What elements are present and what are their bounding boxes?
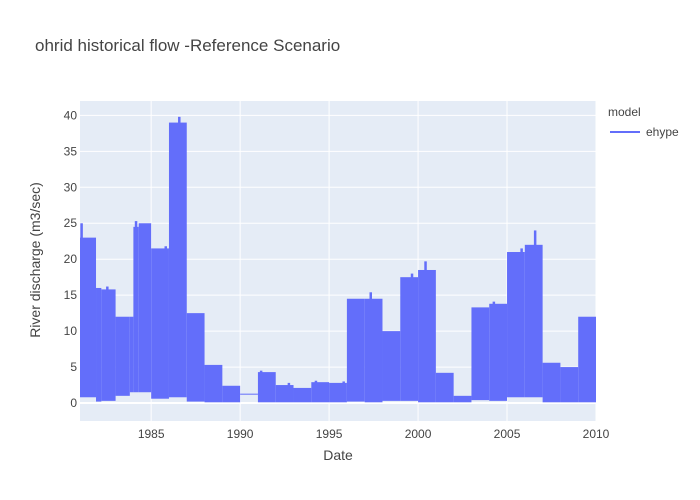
series-band	[578, 316, 596, 403]
series-band	[435, 372, 454, 403]
x-tick-label: 1985	[138, 427, 165, 441]
y-tick-label: 5	[70, 360, 77, 374]
series-band	[311, 382, 330, 403]
x-tick-label: 1995	[316, 427, 343, 441]
y-tick-label: 30	[64, 180, 78, 194]
series-band	[80, 237, 97, 398]
y-tick-label: 0	[70, 396, 77, 410]
series-band	[542, 362, 561, 403]
series-band	[129, 316, 134, 393]
y-axis-title: River discharge (m3/sec)	[27, 182, 43, 338]
series-band	[115, 316, 130, 396]
x-axis-ticks: 1985 1990 1995 2000 2005 2010	[138, 427, 610, 441]
y-tick-label: 35	[64, 144, 78, 158]
x-tick-label: 1990	[227, 427, 254, 441]
series-band	[453, 395, 472, 403]
series-band	[489, 303, 508, 401]
series-band	[222, 385, 241, 403]
series-band	[346, 298, 365, 402]
series-band	[382, 331, 401, 401]
series-band	[133, 226, 139, 393]
series-band	[138, 223, 152, 393]
x-axis-title: Date	[323, 447, 353, 463]
x-tick-label: 2005	[494, 427, 521, 441]
series-ehype	[80, 116, 596, 403]
x-tick-label: 2010	[583, 427, 610, 441]
series-band	[240, 393, 258, 395]
legend-item-ehype[interactable]: ehype	[646, 125, 679, 139]
legend: model ehype	[608, 105, 679, 139]
chart-title: ohrid historical flow -Reference Scenari…	[35, 36, 340, 55]
y-tick-label: 25	[64, 216, 78, 230]
y-axis-ticks: 0 5 10 15 20 25 30 35 40	[64, 108, 78, 410]
series-band	[418, 269, 436, 403]
y-tick-label: 20	[64, 252, 78, 266]
series-band	[364, 298, 383, 403]
series-band	[400, 277, 419, 401]
y-tick-label: 10	[64, 324, 78, 338]
series-band	[204, 364, 223, 403]
series-band	[524, 244, 543, 398]
series-band	[507, 252, 525, 398]
series-band	[329, 382, 347, 403]
x-tick-label: 2000	[405, 427, 432, 441]
series-band	[293, 387, 312, 403]
y-tick-label: 40	[64, 108, 78, 122]
legend-title: model	[608, 105, 641, 119]
series-band	[168, 122, 187, 398]
series-band	[96, 287, 102, 402]
series-band	[101, 289, 116, 401]
series-band	[275, 385, 294, 403]
series-band	[186, 313, 205, 402]
y-tick-label: 15	[64, 288, 78, 302]
series-band	[151, 248, 169, 399]
series-band	[471, 307, 490, 401]
series-band	[257, 372, 276, 403]
series-band	[560, 367, 579, 403]
